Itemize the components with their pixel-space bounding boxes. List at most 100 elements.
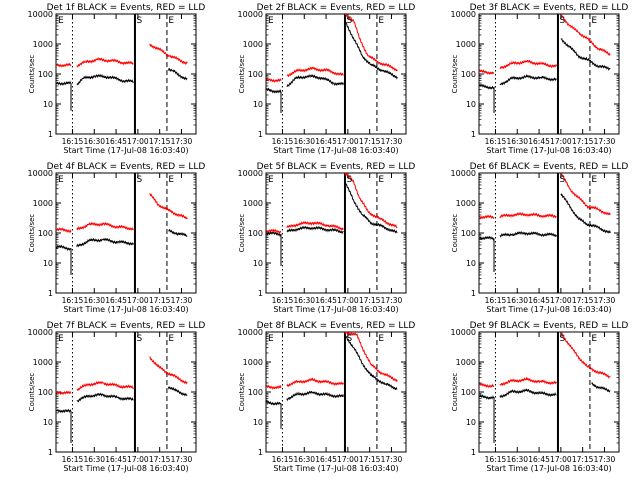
x-axis-title: Start Time (17-Jul-08 16:03:40) bbox=[273, 305, 398, 314]
x-tick-label: 16:15 bbox=[485, 137, 507, 146]
x-tick-label: 16:15 bbox=[62, 137, 84, 146]
x-tick-label: 16:45 bbox=[105, 137, 127, 146]
lld-series-line bbox=[56, 62, 72, 68]
panel-title: Det 4f BLACK = Events, RED = LLD bbox=[47, 162, 206, 172]
y-tick-label: 10000 bbox=[238, 328, 263, 337]
lld-series-line bbox=[266, 384, 282, 390]
y-tick-label: 1000 bbox=[33, 358, 53, 367]
detector-panel: Det 8f BLACK = Events, RED = LLD 1 10 100 10… bbox=[238, 321, 416, 473]
x-tick-label: 16:45 bbox=[315, 455, 337, 464]
x-tick-label: 16:30 bbox=[83, 137, 105, 146]
lld-series-line bbox=[56, 227, 72, 234]
y-tick-label: 1000 bbox=[243, 40, 263, 49]
x-tick-label: 17:30 bbox=[381, 137, 403, 146]
x-tick-label: 17:00 bbox=[337, 137, 359, 146]
detector-panel: Det 9f BLACK = Events, RED = LLD 1 10 100 10… bbox=[451, 321, 629, 473]
detector-panel: Det 6f BLACK = Events, RED = LLD 1 10 100 10… bbox=[451, 162, 629, 314]
y-tick-label: 10 bbox=[43, 100, 53, 109]
panel-title: Det 1f BLACK = Events, RED = LLD bbox=[47, 3, 206, 13]
x-tick-label: 16:15 bbox=[62, 296, 84, 305]
x-tick-label: 16:45 bbox=[315, 137, 337, 146]
detector-panel: Det 3f BLACK = Events, RED = LLD 1 10 100 10… bbox=[451, 3, 629, 155]
detector-panel: Det 7f BLACK = Events, RED = LLD 1 10 100 10… bbox=[28, 321, 206, 473]
x-tick-label: 16:30 bbox=[293, 296, 315, 305]
panel-title: Det 9f BLACK = Events, RED = LLD bbox=[470, 321, 629, 331]
segment-marker-label: E bbox=[591, 334, 597, 344]
x-tick-label: 16:15 bbox=[272, 296, 294, 305]
x-tick-label: 17:00 bbox=[550, 455, 572, 464]
events-series-line bbox=[591, 382, 611, 393]
segment-marker-label: E bbox=[268, 175, 274, 185]
x-tick-label: 17:30 bbox=[171, 296, 193, 305]
events-series-line bbox=[560, 38, 611, 71]
detector-panel: Det 4f BLACK = Events, RED = LLD 1 10 100 10… bbox=[28, 162, 206, 314]
segment-marker-label: E bbox=[591, 16, 597, 26]
x-axis-title: Start Time (17-Jul-08 16:03:40) bbox=[63, 305, 188, 314]
segment-marker-label: S bbox=[559, 334, 565, 344]
segment-marker-label: S bbox=[559, 175, 565, 185]
x-tick-label: 17:15 bbox=[149, 455, 171, 464]
x-axis-title: Start Time (17-Jul-08 16:03:40) bbox=[486, 305, 611, 314]
x-tick-label: 16:30 bbox=[293, 455, 315, 464]
events-series-line bbox=[266, 399, 282, 429]
lld-series-line bbox=[499, 59, 557, 70]
y-axis-title: Counts/sec bbox=[451, 373, 459, 412]
segment-marker-label: E bbox=[168, 334, 174, 344]
y-tick-label: 10000 bbox=[451, 328, 476, 337]
x-tick-label: 17:15 bbox=[359, 455, 381, 464]
y-tick-label: 10 bbox=[253, 418, 263, 427]
x-tick-label: 17:30 bbox=[171, 455, 193, 464]
x-axis-title: Start Time (17-Jul-08 16:03:40) bbox=[63, 464, 188, 473]
x-tick-label: 17:00 bbox=[337, 455, 359, 464]
lld-series-line bbox=[499, 376, 557, 387]
lld-series-line bbox=[479, 68, 494, 76]
segment-marker-label: E bbox=[268, 334, 274, 344]
x-tick-label: 17:30 bbox=[594, 137, 616, 146]
x-tick-label: 16:45 bbox=[528, 137, 550, 146]
y-tick-label: 1 bbox=[48, 289, 53, 298]
events-series-line bbox=[479, 235, 495, 272]
y-tick-label: 100 bbox=[248, 388, 263, 397]
x-tick-label: 17:30 bbox=[171, 137, 193, 146]
y-tick-label: 10000 bbox=[451, 10, 476, 19]
segment-marker-label: E bbox=[378, 16, 384, 26]
lld-series-line bbox=[266, 228, 282, 235]
x-tick-label: 17:30 bbox=[381, 296, 403, 305]
y-tick-label: 10000 bbox=[238, 169, 263, 178]
events-series-line bbox=[76, 237, 134, 248]
y-tick-label: 1 bbox=[258, 289, 263, 298]
lld-series-line bbox=[149, 43, 188, 66]
x-tick-label: 16:15 bbox=[62, 455, 84, 464]
x-tick-label: 17:00 bbox=[337, 296, 359, 305]
y-tick-label: 1 bbox=[48, 448, 53, 457]
events-series-line bbox=[499, 74, 557, 86]
detector-panel: Det 2f BLACK = Events, RED = LLD 1 10 100 10… bbox=[238, 3, 416, 155]
lld-series-line bbox=[344, 173, 398, 229]
lld-series-line bbox=[286, 66, 344, 78]
y-axis-title: Counts/sec bbox=[238, 373, 246, 412]
segment-marker-label: E bbox=[58, 16, 64, 26]
y-tick-label: 1 bbox=[471, 130, 476, 139]
y-tick-label: 10 bbox=[253, 259, 263, 268]
x-tick-label: 16:15 bbox=[272, 137, 294, 146]
y-tick-label: 1 bbox=[258, 130, 263, 139]
y-tick-label: 1000 bbox=[243, 358, 263, 367]
lld-series-line bbox=[76, 221, 134, 232]
events-series-line bbox=[56, 80, 72, 111]
events-series-line bbox=[167, 386, 188, 397]
y-tick-label: 1 bbox=[471, 289, 476, 298]
events-series-line bbox=[286, 225, 344, 235]
y-tick-label: 1000 bbox=[456, 40, 476, 49]
x-tick-label: 17:15 bbox=[572, 137, 594, 146]
events-series-line bbox=[56, 244, 72, 275]
y-tick-label: 1000 bbox=[243, 199, 263, 208]
panel-title: Det 2f BLACK = Events, RED = LLD bbox=[257, 3, 416, 13]
x-tick-label: 17:15 bbox=[572, 455, 594, 464]
lld-series-line bbox=[560, 173, 611, 216]
y-tick-label: 100 bbox=[38, 229, 53, 238]
x-tick-label: 16:45 bbox=[105, 296, 127, 305]
y-axis-title: Counts/sec bbox=[451, 214, 459, 253]
events-series-line bbox=[479, 83, 495, 113]
panel-title: Det 5f BLACK = Events, RED = LLD bbox=[257, 162, 416, 172]
